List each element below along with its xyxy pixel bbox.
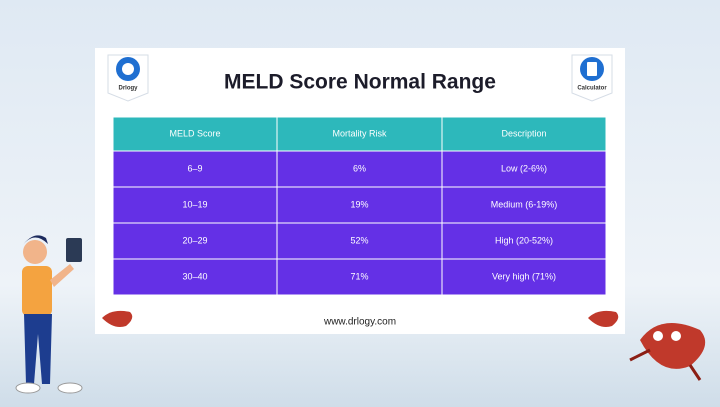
cell-text: 20–29 — [182, 235, 207, 245]
cell — [112, 222, 278, 260]
cell-text: Low (2-6%) — [501, 163, 547, 173]
right-logo: Calculator — [571, 54, 613, 102]
cell-text: High (20-52%) — [495, 235, 553, 245]
cell — [276, 186, 443, 224]
logo-label: Calculator — [577, 86, 607, 92]
cell — [112, 150, 278, 188]
cell-text: 10–19 — [182, 199, 207, 209]
column-header: Description — [501, 128, 546, 138]
header-cell — [276, 116, 443, 152]
column-header: MELD Score — [169, 128, 220, 138]
cell-text: 71% — [350, 271, 368, 281]
cell-text: 52% — [350, 235, 368, 245]
footer-url: www.drlogy.com — [323, 317, 396, 328]
logo-label: Drlogy — [118, 86, 138, 92]
title: MELD Score Normal Range — [224, 71, 496, 94]
column-header: Mortality Risk — [332, 128, 387, 138]
table: MELD Score Mortality Risk Description 6–9 6%… — [112, 116, 607, 296]
cell — [441, 186, 607, 224]
cell-text: 30–40 — [182, 271, 207, 281]
cell — [441, 150, 607, 188]
liver-character — [629, 322, 706, 381]
cell-text: 19% — [350, 199, 368, 209]
cell-text: Very high (71%) — [492, 271, 556, 281]
cell — [276, 150, 443, 188]
cell — [276, 258, 443, 296]
left-logo: Drlogy — [107, 54, 149, 102]
person-illustration — [15, 235, 83, 394]
cell-text: 6% — [353, 163, 366, 173]
cell-text: 6–9 — [187, 163, 202, 173]
header-cell — [441, 116, 607, 152]
cell — [441, 222, 607, 260]
cell — [441, 258, 607, 296]
cell-text: Medium (6-19%) — [491, 199, 558, 209]
liver-icon — [102, 310, 133, 327]
liver-icon — [588, 310, 619, 327]
